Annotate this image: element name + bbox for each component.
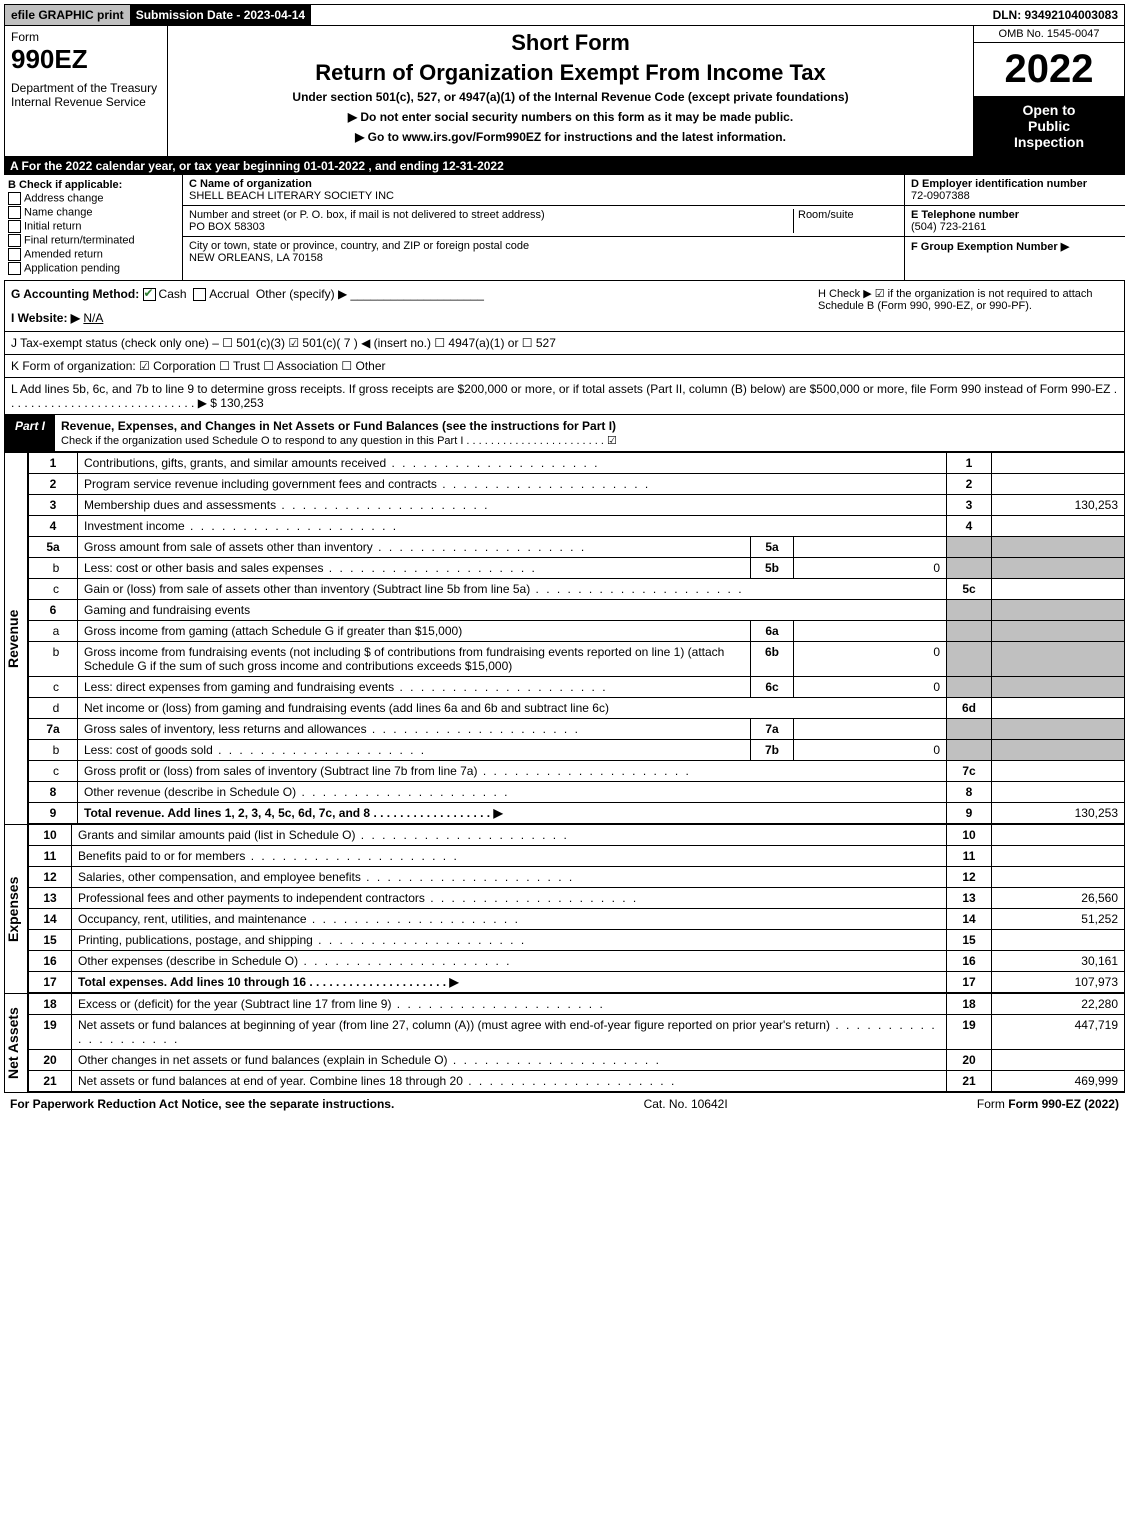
org-name-label: C Name of organization <box>189 178 312 190</box>
line-12: 12Salaries, other compensation, and empl… <box>29 867 1125 888</box>
line-6: 6Gaming and fundraising events <box>29 600 1125 621</box>
under-section-text: Under section 501(c), 527, or 4947(a)(1)… <box>174 90 967 104</box>
part-1-check-o: Check if the organization used Schedule … <box>61 435 617 447</box>
ein-label: D Employer identification number <box>911 178 1087 190</box>
dln-number: DLN: 93492104003083 <box>987 5 1124 25</box>
line-19: 19Net assets or fund balances at beginni… <box>29 1015 1125 1050</box>
chk-application-pending[interactable]: Application pending <box>8 262 178 275</box>
part-1-tab: Part I <box>5 415 55 451</box>
line-5c: cGain or (loss) from sale of assets othe… <box>29 579 1125 600</box>
efile-print-label[interactable]: efile GRAPHIC print <box>5 5 130 25</box>
netassets-table: 18Excess or (deficit) for the year (Subt… <box>28 993 1125 1092</box>
room-suite-label: Room/suite <box>793 209 898 233</box>
form-number: 990EZ <box>11 44 161 75</box>
chk-initial-return[interactable]: Initial return <box>8 220 178 233</box>
line-l-gross-receipts: L Add lines 5b, 6c, and 7b to line 9 to … <box>4 378 1125 415</box>
line-j-tax-exempt: J Tax-exempt status (check only one) – ☐… <box>4 332 1125 355</box>
part-1-title: Revenue, Expenses, and Changes in Net As… <box>61 419 616 433</box>
line-a-calendar-year: A For the 2022 calendar year, or tax yea… <box>4 157 1125 175</box>
expenses-vertical-label: Expenses <box>4 824 28 993</box>
line-6c: cLess: direct expenses from gaming and f… <box>29 677 1125 698</box>
group-exemption-label: F Group Exemption Number ▶ <box>911 241 1069 253</box>
line-k-form-org: K Form of organization: ☑ Corporation ☐ … <box>4 355 1125 378</box>
line-5a: 5aGross amount from sale of assets other… <box>29 537 1125 558</box>
phone-value: (504) 723-2161 <box>911 221 986 233</box>
part-1-header: Part I Revenue, Expenses, and Changes in… <box>4 415 1125 452</box>
line-6a: aGross income from gaming (attach Schedu… <box>29 621 1125 642</box>
line-2: 2Program service revenue including gover… <box>29 474 1125 495</box>
line-11: 11Benefits paid to or for members11 <box>29 846 1125 867</box>
org-name: SHELL BEACH LITERARY SOCIETY INC <box>189 190 394 202</box>
form-header: Form 990EZ Department of the Treasury In… <box>4 26 1125 157</box>
form-label: Form <box>11 30 161 44</box>
omb-number: OMB No. 1545-0047 <box>974 26 1124 43</box>
line-h: H Check ▶ ☑ if the organization is not r… <box>818 287 1118 325</box>
line-20: 20Other changes in net assets or fund ba… <box>29 1050 1125 1071</box>
line-7a: 7aGross sales of inventory, less returns… <box>29 719 1125 740</box>
netassets-vertical-label: Net Assets <box>4 993 28 1092</box>
line-9: 9Total revenue. Add lines 1, 2, 3, 4, 5c… <box>29 803 1125 824</box>
line-16: 16Other expenses (describe in Schedule O… <box>29 951 1125 972</box>
irs-label: Internal Revenue Service <box>11 95 161 109</box>
line-7b: bLess: cost of goods sold7b0 <box>29 740 1125 761</box>
accounting-method-label: G Accounting Method: <box>11 287 139 301</box>
chk-amended-return[interactable]: Amended return <box>8 248 178 261</box>
line-1: 1Contributions, gifts, grants, and simil… <box>29 453 1125 474</box>
page-footer: For Paperwork Reduction Act Notice, see … <box>4 1092 1125 1115</box>
footer-right: Form Form 990-EZ (2022) <box>977 1097 1119 1111</box>
revenue-table: 1Contributions, gifts, grants, and simil… <box>28 452 1125 824</box>
line-15: 15Printing, publications, postage, and s… <box>29 930 1125 951</box>
footer-center: Cat. No. 10642I <box>644 1097 728 1111</box>
line-4: 4Investment income4 <box>29 516 1125 537</box>
open-public-badge: Open to Public Inspection <box>974 96 1124 156</box>
chk-cash[interactable] <box>143 288 156 301</box>
line-5b: bLess: cost or other basis and sales exp… <box>29 558 1125 579</box>
main-title: Return of Organization Exempt From Incom… <box>174 60 967 86</box>
chk-final-return[interactable]: Final return/terminated <box>8 234 178 247</box>
line-17: 17Total expenses. Add lines 10 through 1… <box>29 972 1125 993</box>
top-bar: efile GRAPHIC print Submission Date - 20… <box>4 4 1125 26</box>
ein-value: 72-0907388 <box>911 190 970 202</box>
line-21: 21Net assets or fund balances at end of … <box>29 1071 1125 1092</box>
street-value: PO BOX 58303 <box>189 221 265 233</box>
box-c-org-info: C Name of organization SHELL BEACH LITER… <box>183 175 905 281</box>
phone-label: E Telephone number <box>911 209 1019 221</box>
line-13: 13Professional fees and other payments t… <box>29 888 1125 909</box>
revenue-vertical-label: Revenue <box>4 452 28 824</box>
chk-name-change[interactable]: Name change <box>8 206 178 219</box>
city-value: NEW ORLEANS, LA 70158 <box>189 252 323 264</box>
box-b-check-applicable: B Check if applicable: Address change Na… <box>4 175 183 281</box>
street-label: Number and street (or P. O. box, if mail… <box>189 209 545 221</box>
short-form-title: Short Form <box>174 30 967 56</box>
line-8: 8Other revenue (describe in Schedule O)8 <box>29 782 1125 803</box>
line-3: 3Membership dues and assessments3130,253 <box>29 495 1125 516</box>
chk-accrual[interactable] <box>193 288 206 301</box>
dept-treasury: Department of the Treasury <box>11 81 161 95</box>
line-18: 18Excess or (deficit) for the year (Subt… <box>29 994 1125 1015</box>
submission-date: Submission Date - 2023-04-14 <box>130 5 311 25</box>
goto-link[interactable]: ▶ Go to www.irs.gov/Form990EZ for instru… <box>174 130 967 144</box>
line-7c: cGross profit or (loss) from sales of in… <box>29 761 1125 782</box>
footer-left: For Paperwork Reduction Act Notice, see … <box>10 1097 394 1111</box>
lines-g-h: G Accounting Method: Cash Accrual Other … <box>4 281 1125 332</box>
chk-address-change[interactable]: Address change <box>8 192 178 205</box>
line-6d: dNet income or (loss) from gaming and fu… <box>29 698 1125 719</box>
website-value: N/A <box>83 311 103 325</box>
line-14: 14Occupancy, rent, utilities, and mainte… <box>29 909 1125 930</box>
no-ssn-warning: ▶ Do not enter social security numbers o… <box>174 110 967 124</box>
website-label: I Website: ▶ <box>11 311 80 325</box>
line-6b: bGross income from fundraising events (n… <box>29 642 1125 677</box>
line-10: 10Grants and similar amounts paid (list … <box>29 825 1125 846</box>
tax-year: 2022 <box>974 43 1124 96</box>
accounting-other: Other (specify) ▶ <box>256 287 347 301</box>
box-def: D Employer identification number 72-0907… <box>905 175 1125 281</box>
city-label: City or town, state or province, country… <box>189 240 529 252</box>
expenses-table: 10Grants and similar amounts paid (list … <box>28 824 1125 993</box>
